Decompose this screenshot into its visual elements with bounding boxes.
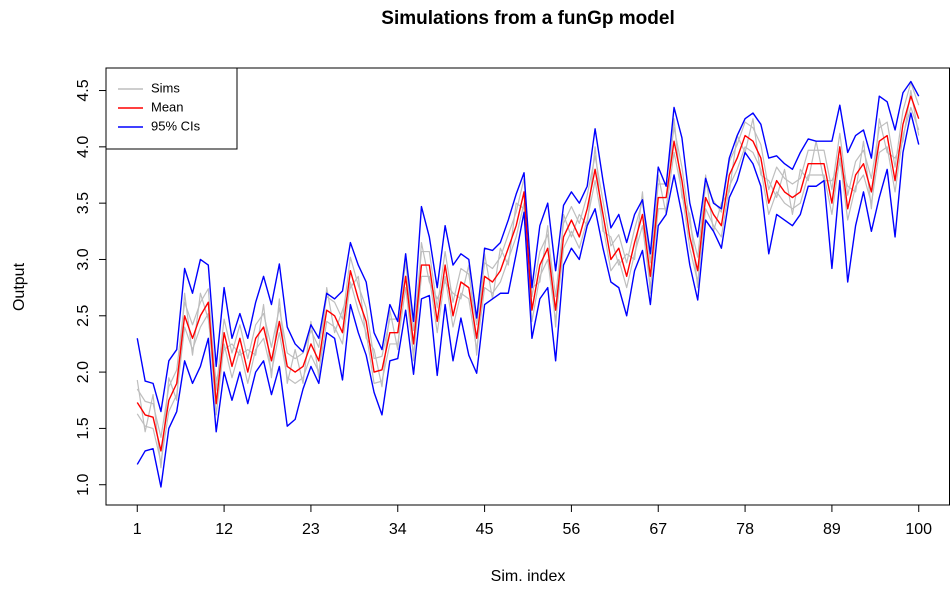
x-tick-label: 45 [476, 521, 494, 538]
y-tick-label: 3.0 [75, 248, 92, 270]
legend-label: 95% CIs [151, 118, 201, 133]
x-tick-label: 1 [133, 521, 142, 538]
x-axis-label: Sim. index [491, 568, 566, 585]
x-tick-label: 56 [563, 521, 581, 538]
y-axis-label: Output [11, 262, 28, 311]
y-tick-label: 2.0 [75, 361, 92, 383]
x-tick-label: 78 [736, 521, 754, 538]
y-tick-label: 2.5 [75, 305, 92, 327]
y-tick-label: 1.0 [75, 474, 92, 496]
line [136, 95, 920, 452]
legend-label: Mean [151, 99, 184, 114]
legend-label: Sims [151, 80, 180, 95]
line [136, 106, 920, 463]
x-tick-label: 12 [215, 521, 233, 538]
x-tick-label: 89 [823, 521, 841, 538]
y-tick-label: 4.5 [75, 79, 92, 101]
y-tick-label: 1.5 [75, 417, 92, 439]
x-tick-label: 34 [389, 521, 407, 538]
y-tick-label: 4.0 [75, 136, 92, 158]
y-tick-label: 3.5 [75, 192, 92, 214]
x-tick-label: 67 [649, 521, 667, 538]
x-tick-label: 100 [905, 521, 932, 538]
line [136, 80, 920, 413]
line [136, 112, 920, 488]
chart-title: Simulations from a funGp model [381, 8, 674, 29]
x-tick-label: 23 [302, 521, 320, 538]
